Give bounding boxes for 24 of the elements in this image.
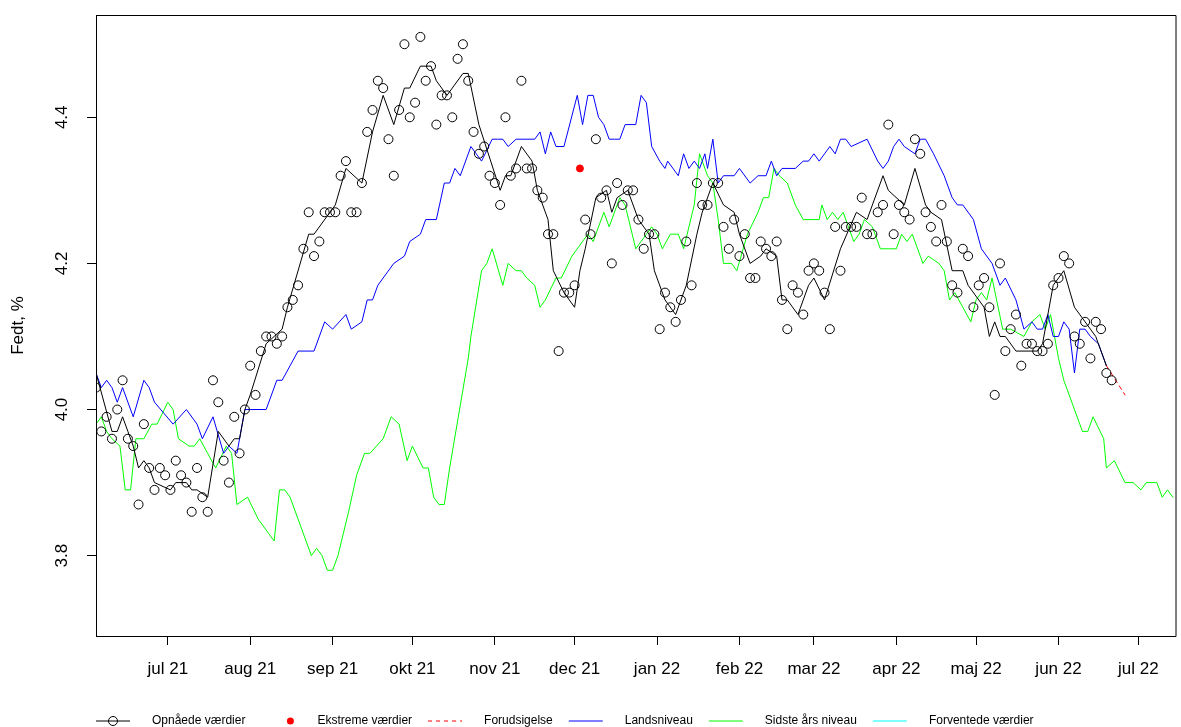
legend-label: Ekstreme værdier (317, 713, 413, 727)
x-tick-label: nov 21 (469, 658, 521, 678)
y-tick-label: 4.2 (51, 251, 71, 276)
legend-label: Opnåede værdier (152, 713, 246, 727)
x-tick-label: aug 21 (224, 658, 277, 678)
y-tick-label: 3.8 (51, 543, 71, 568)
x-tick-label: sep 21 (307, 658, 359, 678)
y-tick-label: 4.4 (51, 105, 71, 130)
x-tick-label: okt 21 (389, 658, 436, 678)
x-tick-label: feb 22 (715, 658, 764, 678)
x-tick-label: jun 22 (1034, 658, 1082, 678)
legend-label: Forventede værdier (928, 713, 1034, 727)
x-tick-label: jul 21 (146, 658, 189, 678)
legend-label: Landsniveau (624, 713, 693, 727)
legend-label: Forudsigelse (484, 713, 554, 727)
x-tick-label: mar 22 (787, 658, 841, 678)
x-tick-label: jul 22 (1116, 658, 1159, 678)
y-tick-label: 4.0 (51, 397, 71, 422)
x-tick-label: jan 22 (632, 658, 681, 678)
legend-label: Sidste års niveau (764, 713, 857, 727)
x-tick-label: maj 22 (950, 658, 1002, 678)
x-tick-label: dec 21 (549, 658, 601, 678)
y-axis-title: Fedt, % (7, 296, 27, 355)
x-tick-label: apr 22 (872, 658, 921, 678)
